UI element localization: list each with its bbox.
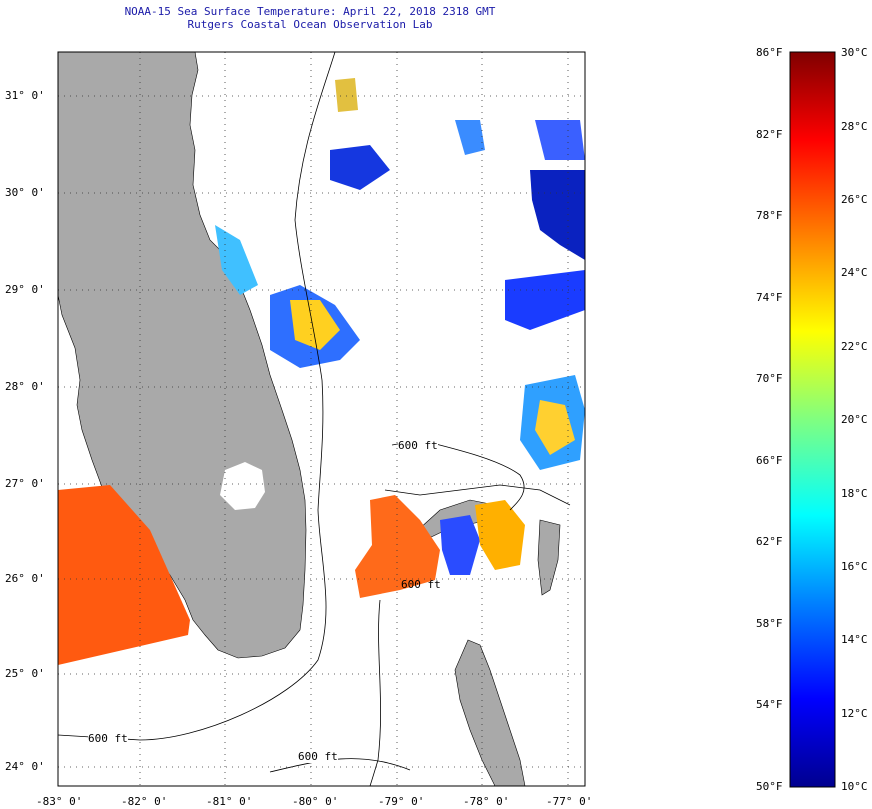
abaco-island — [537, 519, 561, 596]
colorbar-f-label: 82°F — [756, 128, 783, 141]
lon-label: -77° 0' — [546, 795, 593, 808]
colorbar-f-label: 58°F — [756, 617, 783, 630]
lake-okeechobee — [220, 462, 265, 510]
isobath-label: 600 ft — [298, 750, 338, 763]
lon-label: -78° 0' — [463, 795, 510, 808]
grid-lines — [58, 52, 585, 786]
lon-label: -83° 0' — [36, 795, 83, 808]
sst-patches — [215, 78, 585, 598]
colorbar-f-label: 74°F — [756, 291, 783, 304]
lat-label: 31° 0' — [5, 89, 45, 102]
lon-label: -81° 0' — [206, 795, 253, 808]
colorbar-c-label: 28°C — [841, 120, 868, 133]
isobath-contours — [57, 51, 571, 787]
colorbar-f-label: 86°F — [756, 46, 783, 59]
lon-label: -80° 0' — [292, 795, 339, 808]
colorbar-c-label: 14°C — [841, 633, 868, 646]
lat-label: 25° 0' — [5, 667, 45, 680]
colorbar-c-label: 22°C — [841, 340, 868, 353]
colorbar-c-label: 24°C — [841, 266, 868, 279]
colorbar-f-label: 54°F — [756, 698, 783, 711]
colorbar — [789, 51, 836, 788]
map-subtitle: Rutgers Coastal Ocean Observation Lab — [187, 18, 433, 31]
lon-label: -79° 0' — [378, 795, 425, 808]
map-frame — [57, 51, 586, 787]
colorbar-f-label: 50°F — [756, 780, 783, 793]
colorbar-c-label: 18°C — [841, 487, 868, 500]
lat-label: 28° 0' — [5, 380, 45, 393]
colorbar-f-label: 66°F — [756, 454, 783, 467]
andros-island — [454, 639, 526, 786]
lon-label: -82° 0' — [121, 795, 168, 808]
colorbar-c-label: 16°C — [841, 560, 868, 573]
lat-label: 24° 0' — [5, 760, 45, 773]
isobath-label: 600 ft — [88, 732, 128, 745]
lat-label: 26° 0' — [5, 572, 45, 585]
colorbar-c-label: 12°C — [841, 707, 868, 720]
lat-label: 30° 0' — [5, 186, 45, 199]
colorbar-c-label: 30°C — [841, 46, 868, 59]
lat-label: 27° 0' — [5, 477, 45, 490]
gulf-sst-field — [58, 485, 190, 665]
colorbar-c-label: 20°C — [841, 413, 868, 426]
colorbar-f-label: 70°F — [756, 372, 783, 385]
lat-label: 29° 0' — [5, 283, 45, 296]
colorbar-c-label: 26°C — [841, 193, 868, 206]
colorbar-f-label: 62°F — [756, 535, 783, 548]
colorbar-c-label: 10°C — [841, 780, 868, 793]
isobath-label: 600 ft — [401, 578, 441, 591]
colorbar-f-label: 78°F — [756, 209, 783, 222]
map-title: NOAA-15 Sea Surface Temperature: April 2… — [124, 5, 496, 18]
isobath-label: 600 ft — [398, 439, 438, 452]
